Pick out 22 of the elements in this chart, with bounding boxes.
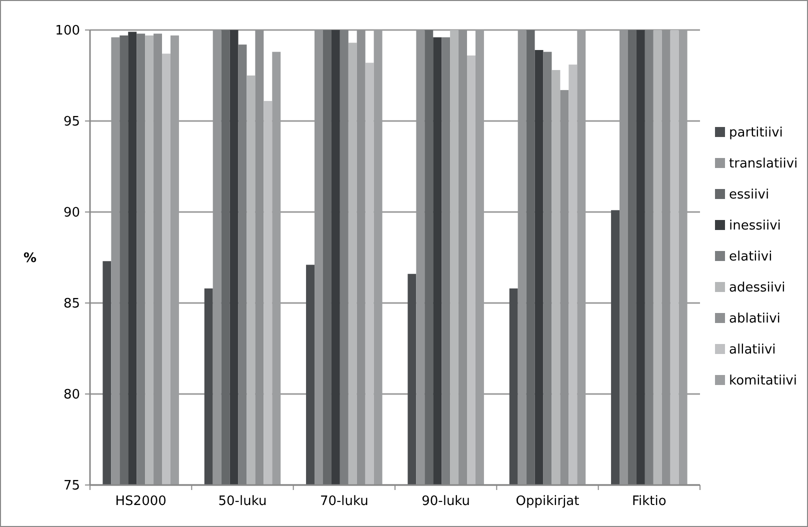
legend-label: inessiivi: [729, 218, 781, 234]
y-tick-label: 90: [63, 206, 80, 221]
y-tick-label: 95: [63, 114, 80, 130]
legend-label: komitatiivi: [729, 374, 797, 389]
x-tick-label: HS2000: [115, 494, 166, 509]
legend-label: translatiivi: [729, 156, 798, 172]
y-axis-title: %: [23, 251, 37, 266]
legend-label: essiivi: [729, 188, 770, 203]
y-tick-label: 85: [63, 296, 80, 312]
x-tick-label: 90-luku: [422, 494, 470, 509]
legend-label: partitiivi: [729, 126, 783, 141]
y-tick-label: 75: [63, 478, 80, 494]
x-tick-label: Oppikirjat: [516, 494, 580, 509]
y-tick-label: 100: [55, 24, 80, 39]
y-tick-label: 80: [63, 388, 80, 403]
x-tick-label: 70-luku: [320, 494, 368, 509]
legend-label: ablatiivi: [729, 312, 780, 327]
legend-label: elatiivi: [729, 250, 772, 265]
x-tick-label: Fiktio: [632, 494, 666, 509]
legend-label: allatiivi: [729, 342, 776, 358]
legend-label: adessiivi: [729, 280, 786, 296]
x-tick-label: 50-luku: [218, 494, 267, 509]
